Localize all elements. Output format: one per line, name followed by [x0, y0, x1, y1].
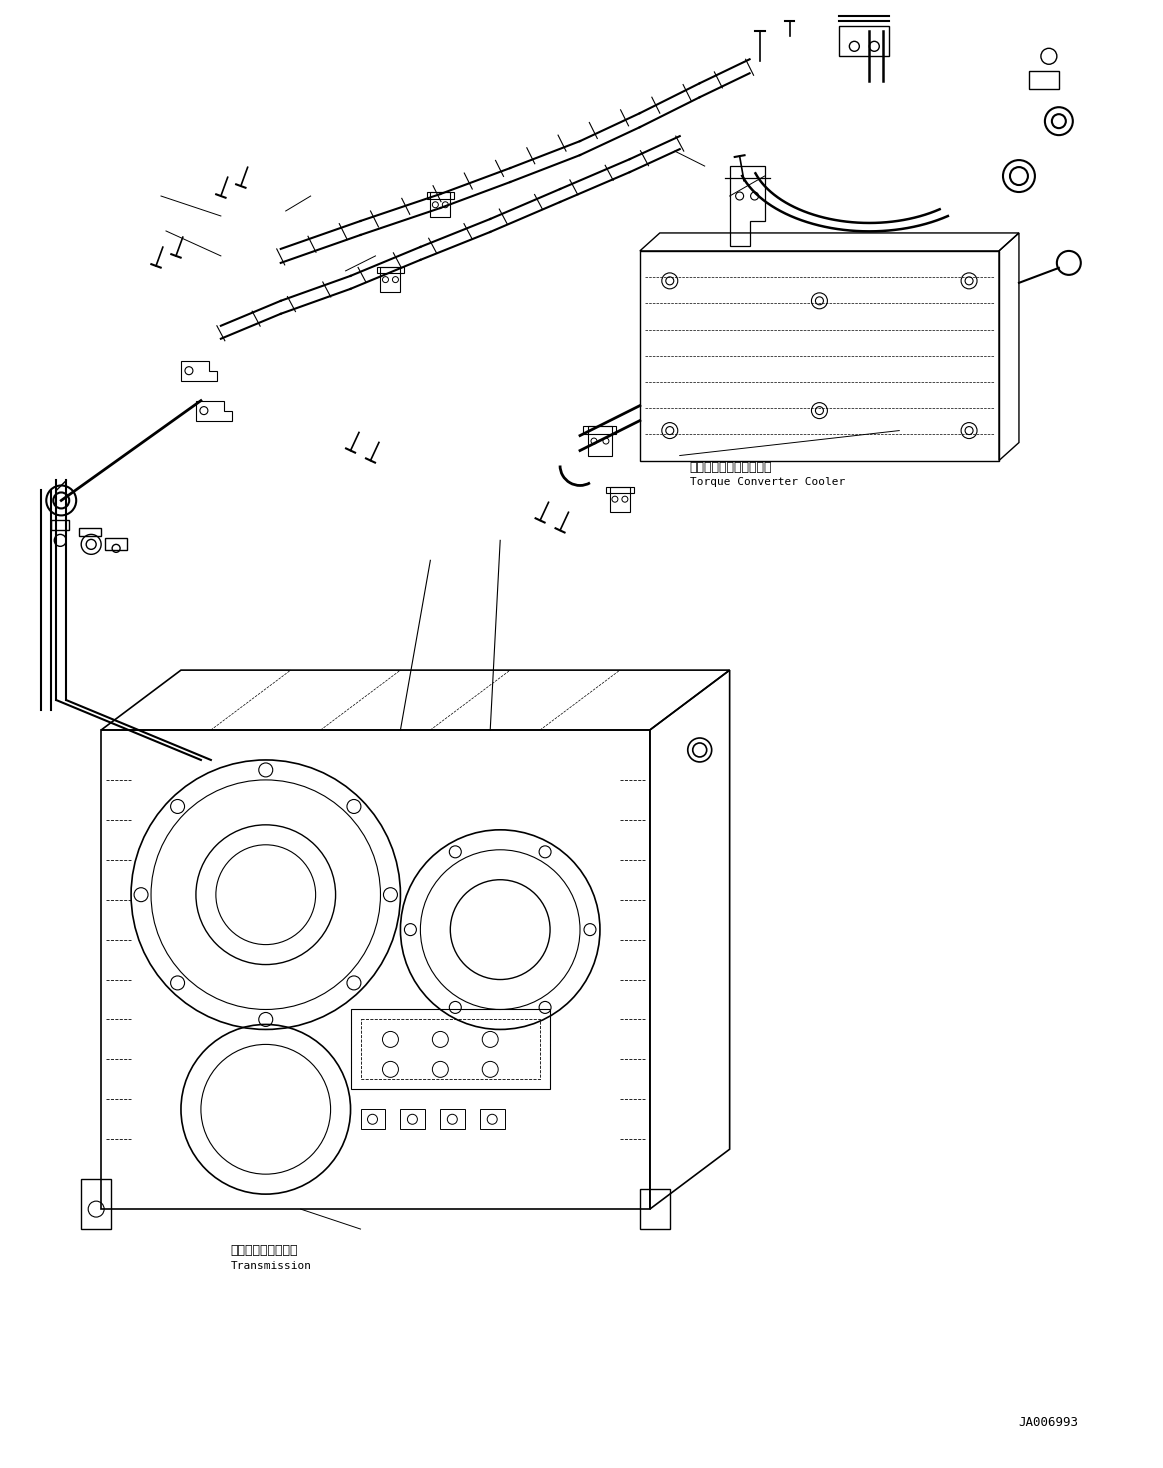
Text: トルクコンバータクーラ: トルクコンバータクーラ — [690, 461, 772, 474]
Bar — [79, 528, 101, 536]
Text: Transmission: Transmission — [230, 1261, 312, 1271]
Bar — [51, 520, 70, 530]
Bar — [81, 1179, 112, 1229]
Bar — [480, 1110, 505, 1129]
Bar — [361, 1019, 540, 1079]
Polygon shape — [181, 361, 217, 380]
Text: Torque Converter Cooler: Torque Converter Cooler — [690, 477, 846, 487]
Bar — [640, 1189, 670, 1229]
Bar — [441, 1110, 465, 1129]
Bar — [840, 26, 890, 56]
Bar — [400, 1110, 426, 1129]
Bar — [105, 539, 127, 550]
Bar — [1029, 72, 1058, 90]
Bar — [361, 1110, 385, 1129]
Bar — [350, 1010, 550, 1089]
Polygon shape — [195, 401, 233, 421]
Text: JA006993: JA006993 — [1019, 1415, 1079, 1428]
Bar — [101, 730, 650, 1210]
Text: トランスミッション: トランスミッション — [230, 1243, 299, 1257]
